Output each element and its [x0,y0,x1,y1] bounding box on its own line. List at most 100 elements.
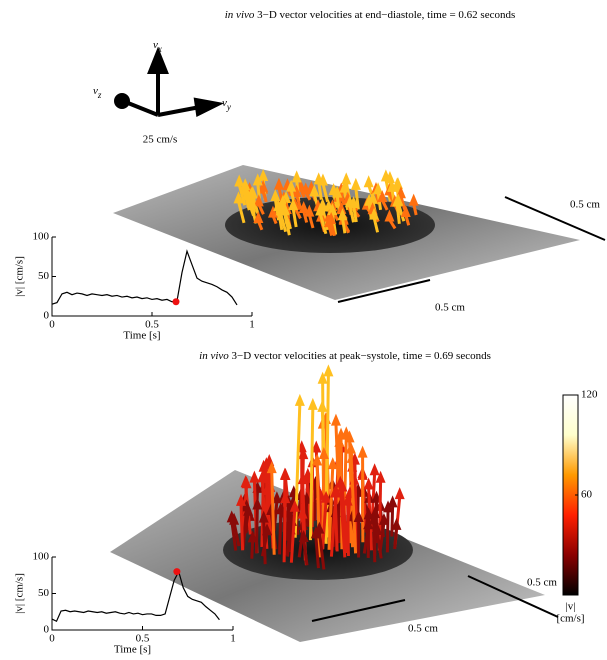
vector-field [226,169,419,570]
vector-arrow-head [279,467,290,480]
vector-arrow [308,407,315,541]
vector-arrow-head [258,510,269,523]
colorbar-label: [cm/s] [556,613,584,625]
vector-arrow [372,217,380,233]
vector-arrow-head [294,393,305,406]
vector-arrow-head [323,364,334,377]
vector-arrow-head [280,491,291,504]
axis-symbol: vy [222,97,231,113]
vector-arrow-head [373,182,384,195]
x-tick-label: 1 [249,319,255,331]
y-tick-label: 100 [33,231,50,243]
vector-arrow-head [369,207,380,220]
trace [51,249,238,306]
y-axis-label: |v| [cm/s] [14,573,26,614]
vector-arrow-head [336,201,347,214]
vector-arrow-head [253,194,264,207]
vector-arrow [283,213,291,236]
symbol: v [153,39,158,51]
vector-arrow-head [307,397,318,410]
vector-arrow [239,503,245,551]
vector-arrow-head [337,208,348,221]
vector-arrow-head [342,493,353,506]
scale-label: 0.5 cm [408,623,438,635]
vector-arrow-head [380,169,391,182]
vector-arrow-head [375,470,386,483]
vector-arrow [375,532,383,559]
vector-arrow [232,522,241,547]
vector-arrow [341,217,347,234]
vector-arrow-head [326,211,337,224]
vector-arrow [395,204,401,224]
current-time [173,568,181,576]
vector-arrow-head [252,173,263,186]
vector-arrow [396,203,406,222]
y-tick-label: 50 [38,587,50,599]
vector-arrow [291,207,298,228]
vector-arrow-head [369,506,380,519]
vector-arrow-head [246,194,257,207]
subscript: y [226,102,231,112]
y-axis-label: |v| [cm/s] [14,256,26,297]
vector-arrow [261,189,268,203]
vector-arrow [270,471,276,555]
x-tick-label: 0.5 [136,633,150,645]
vector-arrow-head [363,507,374,520]
vector-arrow [324,374,330,544]
vector-arrow [286,510,293,557]
x-axis-label: Time [s] [123,330,160,342]
vector-arrow-head [391,517,402,530]
vector-arrow [385,510,390,553]
y-tick-label: 50 [38,270,50,282]
vector-arrow [390,505,395,537]
vector-arrow [307,214,315,229]
vector-arrow [321,500,328,550]
vector-arrow-head [291,170,302,183]
vector-arrow-head [330,413,341,426]
vector-arrow-head [408,193,419,206]
colorbar-label: |v| [566,601,576,613]
scale-label: 0.5 cm [570,199,600,211]
vector-arrow-head [242,187,253,200]
vector-arrow-head [277,194,288,207]
vector-arrow-head [392,194,403,207]
vector-arrow-head [270,189,281,202]
vector-arrow [346,503,350,557]
vector-arrow-head [240,178,251,191]
vector-arrow-head [357,445,368,458]
vector-arrow [314,536,320,569]
scale-label: 0.5 cm [435,302,465,314]
vector-arrow-head [394,487,405,500]
vector-arrow-head [291,184,302,197]
symbol: v [93,85,98,97]
x-tick-label: 0 [49,319,55,331]
vector-arrow-head [315,203,326,216]
panel-title: in vivo 3−D vector velocities at peak−sy… [199,350,491,362]
vector-arrow-head [332,185,343,198]
vector-arrow-head [257,470,268,483]
vector-arrow [278,512,283,555]
vector-arrow-head [233,191,244,204]
vector-arrow-head [253,211,264,224]
vector-arrow [354,187,360,210]
vector-arrow [289,509,297,563]
vector-arrow-head [298,447,309,460]
trace [51,569,220,623]
triad-scale: 25 cm/s [143,134,178,146]
vector-arrow-head [368,512,379,525]
axis-symbol: vx [153,39,162,55]
vector-arrow-head [312,453,323,466]
triad [114,46,225,118]
vector-arrow-head [318,446,329,459]
vector-arrow-head [234,174,245,187]
vector-arrow [254,507,259,554]
vector-arrow [279,213,288,233]
vector-arrow [250,540,255,559]
vector-arrow [349,451,358,554]
title-text: 3−D vector velocities at end−diastole, t… [257,9,515,21]
vector-arrow [317,531,326,570]
colorbar-tick-label: 120 [581,389,598,401]
vector-arrow-head [384,209,395,222]
vector-arrow-head [297,506,308,519]
